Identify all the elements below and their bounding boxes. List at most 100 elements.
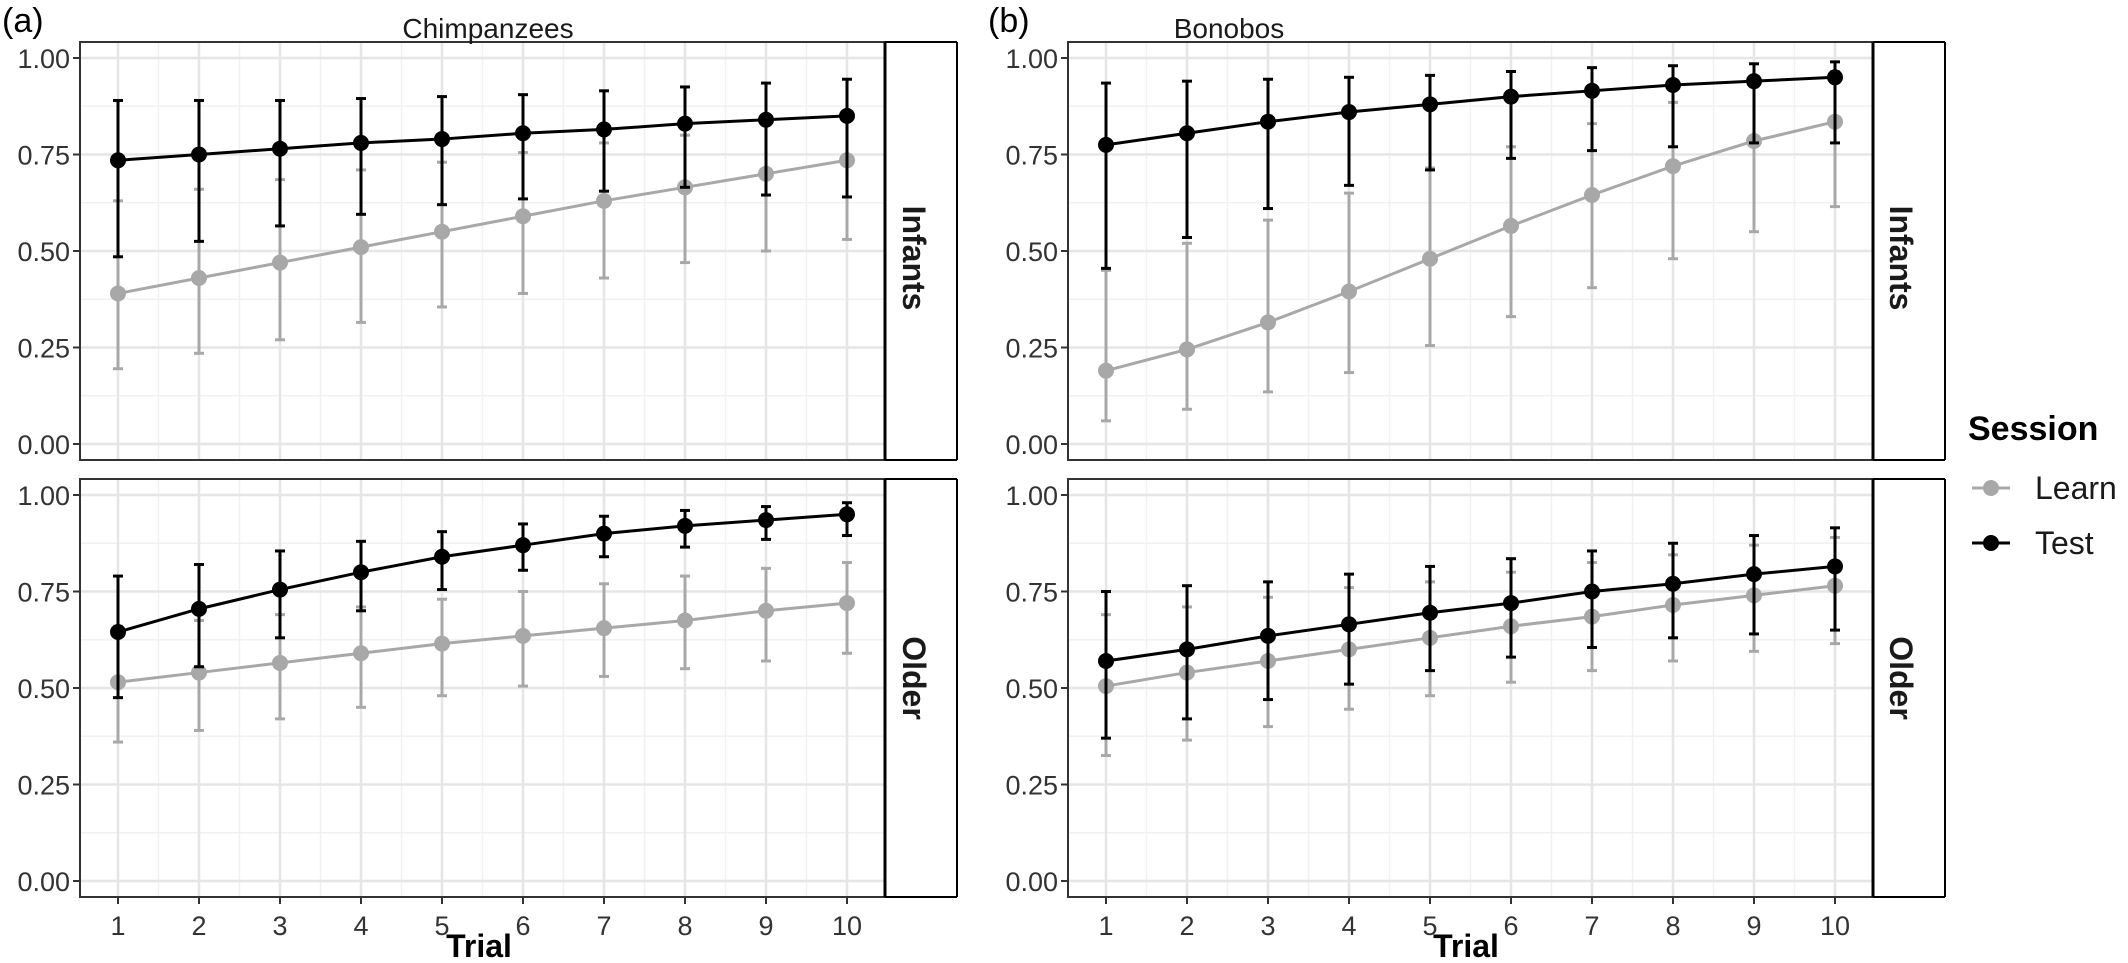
y-tick-label: 0.50: [1005, 237, 1058, 267]
x-axis-title-left: Trial: [446, 928, 512, 963]
legend-item-learn: Learn: [1972, 470, 2117, 506]
data-point-test: [1098, 652, 1114, 669]
data-point-learn: [1179, 341, 1195, 358]
data-point-test: [1827, 558, 1843, 575]
panel-label-a: (a): [2, 2, 44, 40]
x-tick-label: 9: [1746, 911, 1761, 941]
data-point-learn: [353, 239, 369, 256]
strip-label-older-left: Older: [896, 636, 932, 720]
data-point-test: [434, 131, 450, 148]
y-tick-label: 0.00: [17, 430, 70, 460]
data-point-learn: [1341, 283, 1357, 300]
data-point-learn: [1584, 187, 1600, 204]
data-point-learn: [272, 254, 288, 271]
panel-chimpanzees-infants: 0.00 0.25 0.50 0.75 1.00: [17, 41, 958, 461]
y-tick-label: 0.25: [1005, 771, 1058, 801]
y-tick-label: 0.75: [17, 141, 70, 171]
x-tick-label: 10: [832, 911, 862, 941]
data-point-learn: [515, 208, 531, 225]
x-tick-label: 6: [515, 911, 530, 941]
data-point-learn: [1098, 362, 1114, 379]
series-line-test: [1105, 564, 1836, 663]
data-point-test: [1341, 616, 1357, 633]
series-line-test: [117, 512, 848, 634]
data-point-test: [1503, 88, 1519, 105]
data-point-test: [1260, 627, 1276, 644]
x-tick-label: 6: [1503, 911, 1518, 941]
data-point-test: [110, 624, 126, 641]
legend-item-test: Test: [1972, 525, 2094, 561]
x-tick-label: 8: [677, 911, 692, 941]
series-line-test: [1105, 75, 1836, 147]
data-point-test: [596, 121, 612, 138]
data-point-test: [434, 548, 450, 565]
legend-label-learn: Learn: [2035, 470, 2117, 506]
series-test: [1098, 526, 1843, 740]
y-tick-label: 0.75: [17, 578, 70, 608]
y-tick-label: 0.50: [1005, 674, 1058, 704]
data-point-learn: [1665, 158, 1681, 175]
x-tick-label: 7: [596, 911, 611, 941]
series-line-test: [117, 114, 848, 162]
data-point-learn: [1503, 217, 1519, 234]
legend-key-test-point: [1983, 535, 1999, 551]
data-point-test: [272, 140, 288, 157]
panel-chimpanzees-older: 0.00 0.25 0.50 0.75 1.00 1 2 3 4 5 6 7 8 9 10: [17, 478, 958, 941]
data-point-test: [110, 152, 126, 169]
data-point-test: [677, 517, 693, 534]
data-point-test: [839, 506, 855, 523]
x-tick-label: 3: [1260, 911, 1275, 941]
data-point-test: [191, 600, 207, 617]
data-point-test: [272, 581, 288, 598]
data-point-learn: [758, 602, 774, 619]
x-tick-label: 3: [272, 911, 287, 941]
data-point-test: [1584, 583, 1600, 600]
x-tick-label: 2: [1179, 911, 1194, 941]
legend-label-test: Test: [2035, 525, 2094, 561]
data-point-test: [677, 115, 693, 132]
x-tick-label: 5: [1422, 911, 1437, 941]
y-tick-label: 1.00: [1005, 481, 1058, 511]
x-tick-label: 4: [353, 911, 368, 941]
x-axis-title-right: Trial: [1433, 928, 1499, 963]
data-point-test: [353, 134, 369, 151]
x-tick-label: 9: [758, 911, 773, 941]
panel-label-b: (b): [988, 2, 1030, 40]
panel-bonobos-infants: 0.00 0.25 0.50 0.75 1.00: [1005, 41, 1946, 461]
data-point-test: [191, 146, 207, 163]
x-tick-label: 5: [434, 911, 449, 941]
data-point-test: [839, 107, 855, 124]
y-tick-label: 0.25: [17, 771, 70, 801]
series-line-learn: [1105, 584, 1836, 688]
data-point-test: [515, 125, 531, 142]
data-point-test: [1503, 595, 1519, 612]
data-point-learn: [1422, 250, 1438, 267]
data-point-test: [1179, 125, 1195, 142]
data-point-learn: [596, 192, 612, 209]
data-point-learn: [191, 270, 207, 287]
y-tick-label: 0.00: [1005, 867, 1058, 897]
y-tick-label: 0.50: [17, 674, 70, 704]
series-test: [110, 77, 855, 259]
x-tick-label: 10: [1820, 911, 1850, 941]
y-tick-label: 1.00: [1005, 44, 1058, 74]
data-point-learn: [434, 223, 450, 240]
legend-key-learn-point: [1983, 480, 1999, 496]
data-point-test: [596, 525, 612, 542]
x-tick-label: 1: [110, 911, 125, 941]
legend: Session Learn Test: [1968, 410, 2117, 561]
data-point-test: [758, 512, 774, 529]
data-point-learn: [596, 620, 612, 637]
data-point-test: [1665, 575, 1681, 592]
data-point-test: [1827, 69, 1843, 86]
data-point-learn: [110, 285, 126, 302]
series-test: [1098, 60, 1843, 270]
data-point-test: [1098, 136, 1114, 153]
series-line-learn: [117, 601, 848, 684]
strip-label-infants-left: Infants: [896, 206, 932, 311]
data-point-test: [1179, 641, 1195, 658]
data-point-test: [1422, 96, 1438, 113]
strip-label-chimpanzees: Chimpanzees: [402, 13, 573, 44]
y-tick-label: 0.00: [17, 867, 70, 897]
